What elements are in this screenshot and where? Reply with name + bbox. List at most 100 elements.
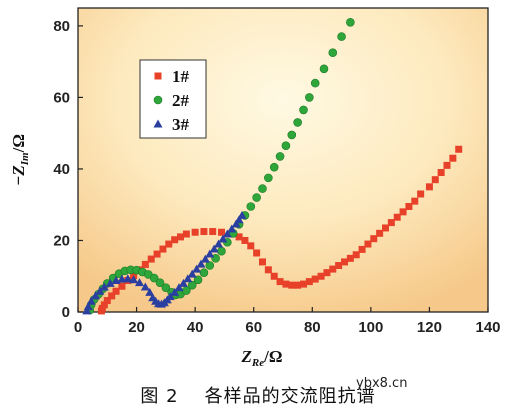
- data-point-square: [100, 301, 108, 309]
- data-point-triangle: [178, 278, 188, 287]
- data-point-square: [165, 240, 173, 248]
- y-axis-label: −ZIm/Ω: [9, 134, 31, 186]
- data-point-triangle: [117, 274, 127, 283]
- data-point-square: [288, 281, 296, 289]
- figure-caption-text: 各样品的交流阻抗谱: [204, 386, 376, 407]
- data-point-circle: [328, 48, 338, 58]
- series-2: [82, 210, 247, 315]
- x-axis-label-main: Z: [241, 347, 252, 366]
- data-point-square: [317, 272, 325, 280]
- data-point-square: [270, 272, 278, 280]
- x-tick-label: 140: [475, 319, 500, 336]
- data-point-circle: [310, 78, 320, 88]
- data-point-square: [305, 278, 313, 286]
- data-point-square: [103, 297, 111, 305]
- data-point-square: [118, 282, 126, 290]
- y-axis-label-unit: /Ω: [9, 134, 28, 153]
- data-point-circle: [193, 275, 203, 285]
- data-point-circle: [161, 283, 171, 292]
- data-point-triangle: [170, 287, 180, 296]
- data-point-circle: [149, 273, 159, 283]
- data-point-square: [335, 262, 343, 270]
- data-point-circle: [269, 162, 279, 172]
- data-point-circle: [287, 130, 297, 140]
- data-point-triangle: [234, 215, 244, 224]
- data-point-circle: [217, 246, 226, 256]
- data-point-circle: [281, 141, 291, 150]
- data-point-square: [323, 269, 331, 277]
- data-point-triangle: [192, 264, 202, 273]
- y-axis-label-main: −Z: [9, 165, 28, 186]
- x-tick-label: 80: [304, 319, 321, 336]
- data-point-square: [399, 208, 407, 216]
- figure-caption: 图 2 各样品的交流阻抗谱: [0, 382, 516, 408]
- figure-number: 图 2: [140, 386, 179, 407]
- data-point-triangle: [129, 275, 139, 284]
- legend-box: [139, 59, 207, 139]
- legend-label: 1#: [172, 67, 190, 86]
- data-point-square: [425, 183, 433, 191]
- data-point-triangle: [174, 283, 184, 292]
- data-point-square: [147, 255, 155, 263]
- data-point-square: [382, 224, 389, 232]
- data-point-circle: [246, 202, 256, 211]
- data-point-square: [218, 228, 225, 236]
- data-point-square: [108, 292, 116, 300]
- axis-ticks: 0 20 40 60 80 100 120 140 0 20 40 60 80: [53, 18, 500, 336]
- data-point-triangle: [183, 274, 193, 283]
- data-point-square: [247, 242, 255, 250]
- data-point-square: [387, 219, 395, 227]
- data-point-square: [370, 235, 378, 243]
- y-tick-label: 80: [53, 18, 70, 35]
- data-point-circle: [199, 268, 209, 277]
- data-point-square: [411, 197, 419, 205]
- data-point-square: [141, 260, 149, 268]
- data-point-square: [182, 230, 190, 238]
- data-point-square: [259, 258, 266, 266]
- data-point-triangle: [218, 234, 228, 243]
- data-point-square: [417, 190, 425, 198]
- data-point-square: [455, 145, 463, 153]
- data-point-triangle: [82, 306, 92, 315]
- data-point-square: [112, 287, 120, 295]
- x-tick-label: 0: [74, 319, 82, 336]
- data-point-triangle: [227, 224, 237, 233]
- data-point-square: [264, 266, 272, 274]
- data-point-circle: [155, 278, 165, 287]
- legend-marker-circle: [153, 95, 163, 105]
- data-point-square: [191, 228, 199, 236]
- watermark: ybx8.cn: [356, 376, 408, 391]
- data-point-circle: [319, 64, 329, 74]
- legend-label: 2#: [172, 91, 190, 110]
- y-tick-label: 20: [53, 232, 70, 249]
- data-point-square: [159, 245, 167, 253]
- data-point-square: [443, 161, 451, 169]
- legend-marker-square: [154, 72, 162, 80]
- data-point-triangle: [165, 292, 175, 301]
- data-point-square: [253, 249, 261, 257]
- data-point-circle: [293, 118, 302, 127]
- legend-marker-triangle: [153, 119, 163, 128]
- data-point-square: [364, 240, 372, 248]
- data-point-circle: [258, 184, 267, 193]
- x-axis-label-unit: /Ω: [263, 347, 282, 366]
- data-point-square: [300, 280, 307, 288]
- data-point-square: [209, 228, 217, 236]
- data-point-triangle: [91, 291, 101, 300]
- data-point-square: [241, 236, 249, 244]
- data-point-square: [341, 258, 348, 266]
- data-point-square: [98, 304, 106, 312]
- data-point-square: [431, 176, 439, 184]
- data-point-triangle: [140, 282, 150, 291]
- data-point-triangle: [231, 219, 241, 228]
- x-axis-label-sub: Re: [251, 357, 264, 369]
- y-tick-label: 60: [53, 89, 70, 106]
- data-point-square: [352, 251, 360, 259]
- x-tick-label: 120: [417, 319, 442, 336]
- data-point-square: [437, 169, 445, 177]
- data-point-square: [171, 236, 179, 244]
- data-point-triangle: [222, 229, 232, 238]
- data-point-triangle: [200, 254, 210, 263]
- data-point-triangle: [95, 286, 105, 295]
- x-tick-label: 60: [245, 319, 262, 336]
